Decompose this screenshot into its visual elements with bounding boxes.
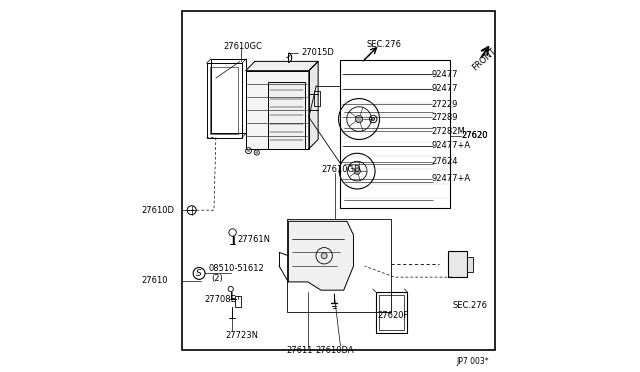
Text: 27015D: 27015D	[301, 48, 334, 57]
Polygon shape	[309, 61, 318, 149]
Bar	[314, 91, 320, 106]
Text: 27289: 27289	[431, 113, 458, 122]
Bar	[379, 295, 404, 330]
Text: 27620F: 27620F	[378, 311, 409, 320]
Bar	[182, 11, 495, 350]
Text: 27610GC: 27610GC	[223, 42, 262, 51]
Text: (2): (2)	[211, 274, 223, 283]
Circle shape	[355, 115, 363, 123]
Text: 27708E: 27708E	[205, 295, 237, 304]
Polygon shape	[289, 221, 353, 290]
Bar	[449, 251, 467, 277]
Text: 92477: 92477	[431, 84, 458, 93]
Circle shape	[372, 118, 374, 121]
Text: 92477+A: 92477+A	[431, 174, 471, 183]
Text: 27624: 27624	[431, 157, 458, 166]
Bar	[211, 59, 246, 133]
Bar	[340, 60, 450, 208]
Text: 27610GD: 27610GD	[322, 165, 362, 174]
Bar	[287, 219, 390, 312]
Text: 27761N: 27761N	[237, 235, 270, 244]
Text: 27229: 27229	[431, 100, 458, 109]
Text: 27610DA: 27610DA	[315, 346, 354, 355]
Text: 27611: 27611	[287, 346, 313, 355]
Text: 27610D: 27610D	[141, 206, 175, 215]
Bar	[376, 292, 408, 333]
Text: JP7 003*: JP7 003*	[456, 357, 489, 366]
Bar	[235, 296, 241, 307]
Bar	[268, 82, 305, 149]
Text: 27610: 27610	[141, 276, 168, 285]
Text: SEC.276: SEC.276	[367, 40, 401, 49]
Circle shape	[354, 168, 360, 174]
Circle shape	[248, 150, 250, 152]
Bar	[467, 257, 472, 272]
Text: 27620: 27620	[461, 131, 488, 140]
Text: S: S	[196, 269, 202, 278]
Text: 27620: 27620	[461, 131, 488, 140]
Text: 92477: 92477	[431, 70, 458, 79]
Text: 08510-51612: 08510-51612	[209, 264, 264, 273]
Circle shape	[321, 253, 327, 259]
Text: 92477+A: 92477+A	[431, 141, 471, 150]
Bar	[211, 67, 238, 134]
Bar	[207, 63, 242, 138]
Text: FRONT: FRONT	[470, 46, 498, 73]
Bar	[246, 71, 309, 149]
Text: 27282M: 27282M	[431, 127, 465, 136]
Text: SEC.276: SEC.276	[452, 301, 487, 310]
Circle shape	[255, 151, 258, 154]
Polygon shape	[246, 61, 318, 71]
Text: 27723N: 27723N	[225, 331, 258, 340]
